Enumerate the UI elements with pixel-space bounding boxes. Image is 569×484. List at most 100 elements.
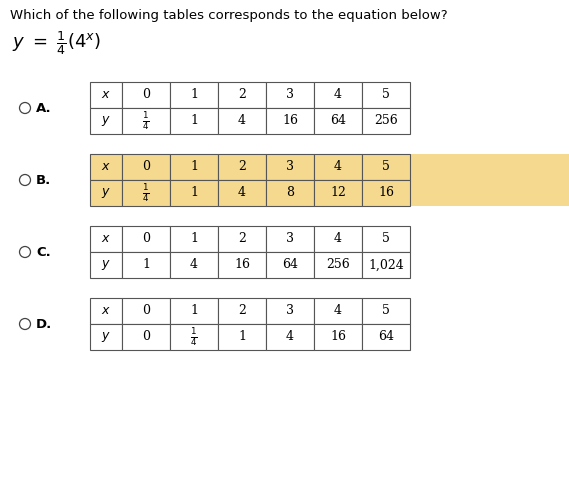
- Text: $y$: $y$: [101, 330, 111, 344]
- Text: 12: 12: [330, 186, 346, 199]
- Bar: [122, 154, 170, 180]
- Text: C.: C.: [36, 245, 51, 258]
- Bar: [266, 82, 314, 108]
- Bar: [90, 324, 122, 350]
- Text: 1: 1: [190, 89, 198, 102]
- Text: 256: 256: [374, 115, 398, 127]
- Text: $x$: $x$: [101, 89, 111, 102]
- Text: $\frac{1}{4}$: $\frac{1}{4}$: [142, 110, 150, 132]
- Text: 16: 16: [330, 331, 346, 344]
- Bar: [218, 82, 266, 108]
- Text: 0: 0: [142, 232, 150, 245]
- Bar: [266, 180, 314, 206]
- Bar: [362, 324, 410, 350]
- Text: 0: 0: [142, 89, 150, 102]
- Text: 3: 3: [286, 232, 294, 245]
- Text: 16: 16: [234, 258, 250, 272]
- Circle shape: [19, 175, 31, 185]
- Text: 2: 2: [238, 232, 246, 245]
- Text: 64: 64: [378, 331, 394, 344]
- Text: 64: 64: [282, 258, 298, 272]
- Bar: [362, 252, 410, 278]
- Bar: [314, 108, 362, 134]
- Text: 256: 256: [326, 258, 350, 272]
- Text: 16: 16: [282, 115, 298, 127]
- Text: 3: 3: [286, 304, 294, 318]
- Bar: [314, 82, 362, 108]
- Bar: [314, 252, 362, 278]
- Text: A.: A.: [36, 102, 52, 115]
- Text: $x$: $x$: [101, 161, 111, 173]
- Bar: [266, 154, 314, 180]
- Text: 1,024: 1,024: [368, 258, 404, 272]
- Bar: [266, 324, 314, 350]
- Bar: [122, 82, 170, 108]
- Text: 0: 0: [142, 304, 150, 318]
- Text: $y$: $y$: [101, 258, 111, 272]
- Text: 5: 5: [382, 89, 390, 102]
- Bar: [314, 298, 362, 324]
- Bar: [170, 324, 218, 350]
- Text: 1: 1: [190, 304, 198, 318]
- Text: B.: B.: [36, 173, 51, 186]
- Bar: [362, 154, 410, 180]
- Bar: [314, 154, 362, 180]
- Bar: [266, 298, 314, 324]
- Bar: [170, 82, 218, 108]
- Text: 2: 2: [238, 161, 246, 173]
- Bar: [90, 108, 122, 134]
- Text: 4: 4: [334, 161, 342, 173]
- Bar: [218, 180, 266, 206]
- Bar: [218, 298, 266, 324]
- Text: 4: 4: [286, 331, 294, 344]
- Text: 4: 4: [334, 232, 342, 245]
- Bar: [122, 180, 170, 206]
- Bar: [218, 108, 266, 134]
- Bar: [266, 108, 314, 134]
- Bar: [122, 108, 170, 134]
- Bar: [362, 180, 410, 206]
- Bar: [122, 324, 170, 350]
- Bar: [122, 226, 170, 252]
- Text: $y\ =\ \frac{1}{4}(4^x)$: $y\ =\ \frac{1}{4}(4^x)$: [12, 29, 101, 57]
- Bar: [314, 226, 362, 252]
- Bar: [314, 324, 362, 350]
- Bar: [170, 154, 218, 180]
- Bar: [90, 154, 122, 180]
- Bar: [90, 298, 122, 324]
- Text: 3: 3: [286, 89, 294, 102]
- Text: $\frac{1}{4}$: $\frac{1}{4}$: [142, 182, 150, 204]
- Bar: [218, 252, 266, 278]
- Text: 0: 0: [142, 161, 150, 173]
- Circle shape: [19, 318, 31, 330]
- Bar: [362, 108, 410, 134]
- Text: 1: 1: [190, 161, 198, 173]
- Bar: [90, 180, 122, 206]
- Bar: [266, 252, 314, 278]
- Bar: [314, 180, 362, 206]
- Text: 1: 1: [190, 232, 198, 245]
- Bar: [122, 252, 170, 278]
- Text: 3: 3: [286, 161, 294, 173]
- Text: 5: 5: [382, 232, 390, 245]
- Bar: [218, 324, 266, 350]
- Bar: [218, 154, 266, 180]
- Bar: [170, 252, 218, 278]
- Text: $\frac{1}{4}$: $\frac{1}{4}$: [190, 326, 198, 348]
- Text: $y$: $y$: [101, 186, 111, 200]
- Text: 1: 1: [190, 115, 198, 127]
- Text: $x$: $x$: [101, 304, 111, 318]
- Text: 5: 5: [382, 161, 390, 173]
- Text: 1: 1: [238, 331, 246, 344]
- Text: 5: 5: [382, 304, 390, 318]
- Bar: [90, 82, 122, 108]
- Bar: [218, 226, 266, 252]
- Circle shape: [19, 246, 31, 257]
- Text: 2: 2: [238, 304, 246, 318]
- Text: 2: 2: [238, 89, 246, 102]
- Text: $y$: $y$: [101, 114, 111, 128]
- Text: D.: D.: [36, 318, 52, 331]
- Text: 64: 64: [330, 115, 346, 127]
- Text: 16: 16: [378, 186, 394, 199]
- Text: 4: 4: [334, 89, 342, 102]
